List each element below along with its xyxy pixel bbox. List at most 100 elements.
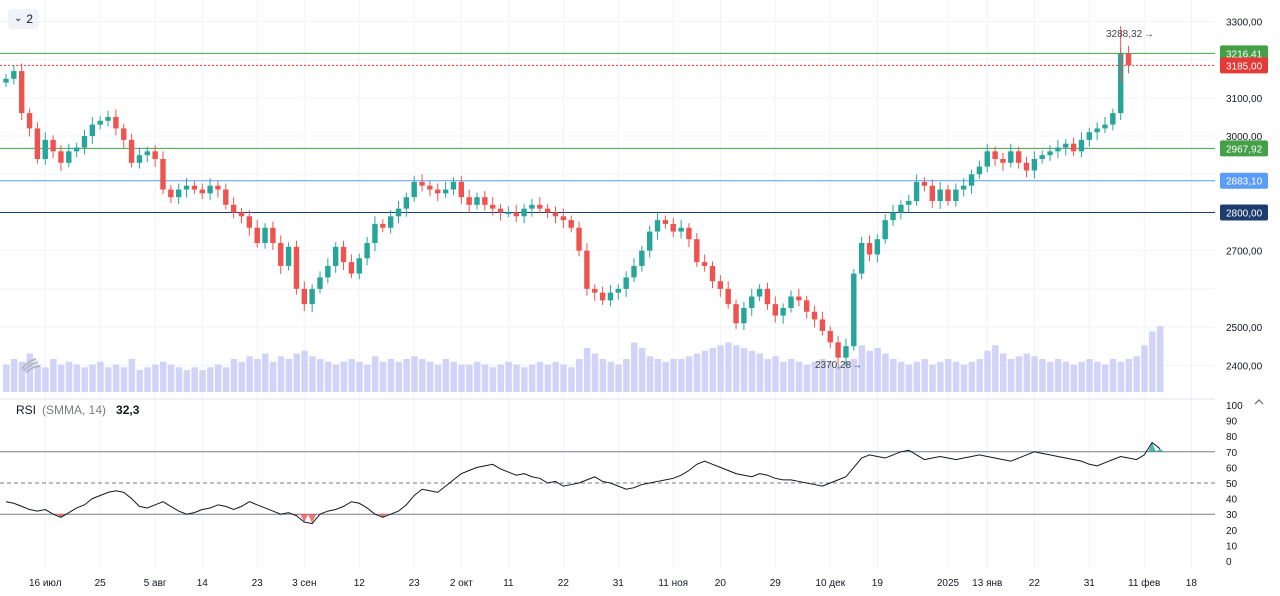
candle-body [34,128,41,159]
pane-collapse-button[interactable]: ⌄ 2 [8,9,40,29]
rsi-overbought-fill [1148,442,1157,452]
candle-body [576,227,582,251]
volume-bar [772,356,779,392]
candle-body [403,197,410,209]
time-tick-label: 18 [1186,578,1198,589]
time-axis[interactable]: 16 июл 25 5 авг 14 23 3 сен 12 23 2 окт 11 22 31 11 … [29,577,1197,589]
candle-body [50,139,56,152]
volume-bar [191,367,198,392]
candle-body [788,296,794,308]
price-markers: 3288,32 → 2370,28 → [815,29,1154,371]
candle-body [490,204,496,209]
volume-bar [740,348,748,392]
volume-bar [207,367,214,392]
candle-body [81,136,88,148]
volume-bar [112,364,120,392]
volume-bar [795,361,803,392]
candle-body [474,197,480,205]
candle-body [1008,151,1014,163]
candle-body [144,151,150,156]
price-tick-label: 3000,00 [1226,132,1263,143]
volume-bar [309,356,316,392]
candle-body [113,116,119,129]
candle-body [136,155,143,163]
volume-bar [175,367,183,392]
volume-bar [199,370,206,392]
volume-bar [756,353,764,392]
volume-bar [73,364,81,392]
time-tick-label: 13 янв [972,578,1002,589]
volume-bar [34,364,41,392]
volume-bar [144,367,151,392]
rsi-oversold-fill [56,514,65,518]
candle-body [686,227,692,240]
chevron-down-icon: ⌄ [14,13,23,24]
candle-body [906,201,912,205]
candle-body [128,139,135,163]
candle-body [230,204,237,213]
volume-bar [1094,361,1101,392]
candle-body [309,288,315,305]
candle-body [482,197,488,205]
price-badge [1220,204,1268,221]
volume-bar [442,359,450,392]
candle-body [945,189,951,201]
volume-bar [497,364,505,392]
candle-body [678,227,684,232]
volume-bar [552,361,559,392]
low-price-marker: 2370,28 [815,360,852,371]
candle-body [521,208,527,217]
candle-body [191,185,198,190]
volume-bar [364,364,371,392]
time-tick-label: 16 июл [29,578,62,589]
volume-bar [607,361,614,392]
time-tick-label: 19 [872,578,884,589]
candle-body [819,319,826,331]
volume-bar [1086,359,1093,392]
candle-body [615,288,621,293]
volume-bar [764,359,771,392]
candlestick-series [3,26,1132,366]
candle-body [1102,124,1108,129]
candle-body [1086,132,1092,140]
candle-body [976,166,983,175]
candle-body [623,277,629,289]
time-tick-label: 20 [715,578,727,589]
candle-body [1110,113,1116,125]
volume-bar [788,359,795,392]
time-tick-label: 2025 [937,578,960,589]
candle-body [1023,162,1030,171]
candle-body [560,216,567,221]
rsi-params: (SMMA, 14) [42,403,107,417]
candle-body [419,181,425,186]
time-tick-label: 11 ноя [658,578,688,589]
price-tick-label: 2400,00 [1226,361,1263,372]
candle-body [733,304,739,324]
candle-body [340,246,347,263]
rsi-tick-label: 20 [1226,526,1238,537]
candle-body [42,139,48,159]
candle-body [1031,158,1038,171]
candle-body [725,288,731,305]
volume-bar [434,364,442,392]
volume-bar [693,353,701,392]
candle-body [709,265,716,282]
candle-body [921,181,928,186]
candle-body [285,246,292,266]
candle-body [97,120,103,125]
volume-bar [505,361,512,392]
volume-bar [1109,359,1117,392]
rsi-legend[interactable]: RSI (SMMA, 14) 32,3 [16,403,139,417]
candle-body [356,258,362,274]
chevron-up-icon[interactable] [1252,395,1266,409]
candle-body [584,250,590,289]
rsi-oversold-fill [308,514,317,524]
volume-bar [1062,361,1070,392]
candle-body [1070,143,1077,152]
candle-body [937,189,943,201]
volume-bar [214,364,222,392]
volume-bar [105,367,112,392]
candle-body [19,71,25,114]
